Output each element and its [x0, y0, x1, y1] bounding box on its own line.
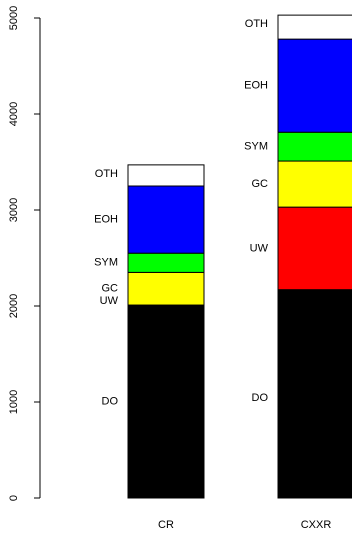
- segment-label-cr-sym: SYM: [94, 257, 118, 269]
- bar-segment-cxxr-uw: [277, 206, 352, 291]
- segment-label-cr-uw: UW: [100, 295, 119, 307]
- category-label-cxxr: CXXR: [301, 519, 332, 531]
- bar-segment-cxxr-eoh: [277, 38, 352, 133]
- segment-label-cxxr-do: DO: [252, 392, 269, 404]
- bar-segment-cxxr-sym: [277, 131, 352, 162]
- bar-segment-cxxr-gc: [277, 160, 352, 208]
- bar-segment-cr-eoh: [127, 185, 205, 254]
- category-label-cr: CR: [158, 519, 174, 531]
- y-axis: 0 1000 2000 3000 4000 5000: [8, 6, 41, 501]
- segment-label-cr-gc: GC: [102, 283, 119, 295]
- segment-label-cr-oth: OTH: [95, 168, 118, 180]
- y-tick-label: 4000: [8, 102, 20, 126]
- y-tick-label: 2000: [8, 294, 20, 318]
- bar-segment-cxxr-do: [277, 289, 352, 499]
- y-tick-label: 5000: [8, 6, 20, 30]
- bar-segment-cr-do: [127, 304, 205, 499]
- y-tick-label: 1000: [8, 390, 20, 414]
- bar-segment-cr-oth: [127, 164, 205, 187]
- bar-segment-cr-sym: [127, 252, 205, 273]
- segment-label-cxxr-eoh: EOH: [244, 80, 268, 92]
- segment-label-cxxr-oth: OTH: [245, 18, 268, 30]
- segment-label-cxxr-uw: UW: [250, 242, 269, 254]
- y-tick-label: 0: [8, 495, 20, 501]
- y-tick-label: 3000: [8, 198, 20, 222]
- segment-label-cr-eoh: EOH: [94, 214, 118, 226]
- bar-segment-cxxr-oth: [277, 14, 352, 40]
- bars: [127, 14, 352, 499]
- segment-label-cxxr-gc: GC: [252, 178, 269, 190]
- segment-label-cr-do: DO: [102, 395, 119, 407]
- segment-label-cxxr-sym: SYM: [244, 141, 268, 153]
- bar-segment-cr-gc: [127, 271, 205, 306]
